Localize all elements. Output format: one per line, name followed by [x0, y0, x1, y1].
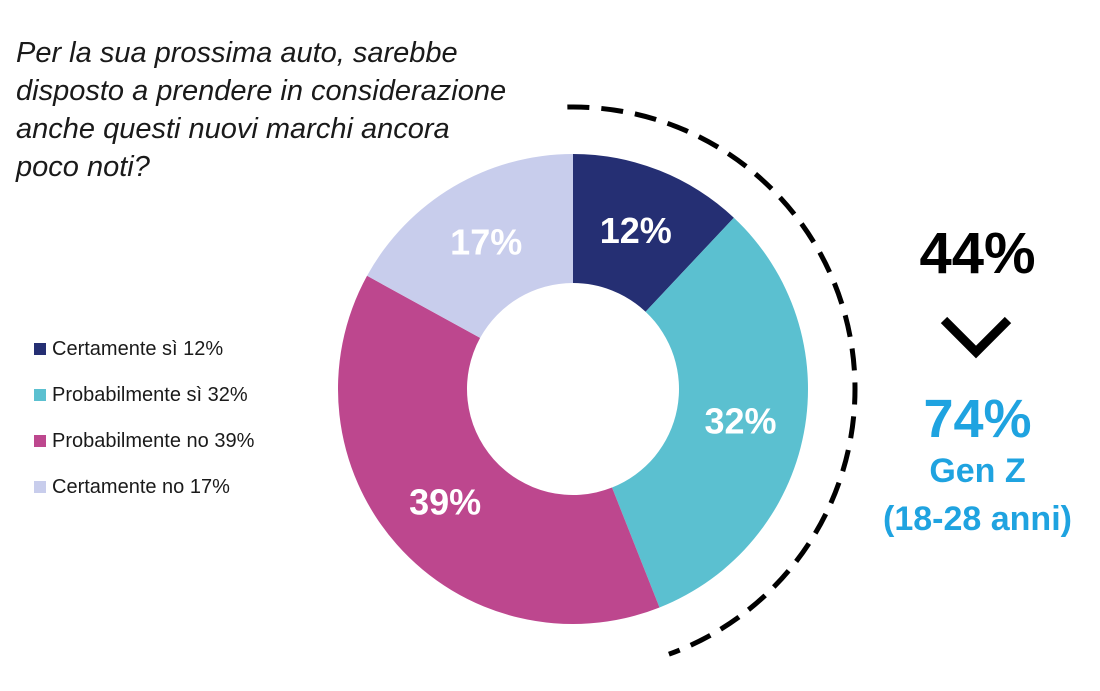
legend-item-probabilmente-si: Probabilmente sì 32% — [34, 372, 254, 418]
legend-swatch-probabilmente-si — [34, 389, 46, 401]
legend-label-certamente-si: Certamente sì 12% — [52, 337, 224, 360]
legend-item-certamente-no: Certamente no 17% — [34, 464, 254, 510]
slice-label-probabilmente-si: 32% — [704, 400, 776, 441]
legend-swatch-certamente-si — [34, 343, 46, 355]
slice-label-probabilmente-no: 39% — [409, 481, 481, 522]
legend-label-certamente-no: Certamente no 17% — [52, 475, 230, 498]
genz-percentage: 74% — [923, 389, 1032, 449]
legend-swatch-probabilmente-no — [34, 435, 46, 447]
chevron-down-icon — [940, 316, 1012, 359]
legend-item-certamente-si: Certamente sì 12% — [34, 326, 254, 372]
genz-label: Gen Z — [929, 452, 1026, 490]
slice-probabilmente-si — [612, 217, 809, 608]
chart-title: Per la sua prossima auto, sarebbe dispos… — [16, 37, 507, 183]
slice-label-certamente-si: 12% — [600, 210, 672, 251]
slice-label-certamente-no: 17% — [450, 222, 522, 263]
legend-label-probabilmente-si: Probabilmente sì 32% — [52, 383, 248, 406]
legend-item-probabilmente-no: Probabilmente no 39% — [34, 418, 254, 464]
genz-age-range: (18-28 anni) — [883, 500, 1072, 538]
slice-certamente-si — [573, 154, 734, 312]
total-percentage: 44% — [919, 221, 1036, 286]
legend: Certamente sì 12% Probabilmente sì 32% P… — [34, 326, 254, 510]
legend-label-probabilmente-no: Probabilmente no 39% — [52, 429, 255, 452]
slice-probabilmente-no — [337, 275, 660, 625]
legend-swatch-certamente-no — [34, 481, 46, 493]
slice-certamente-no — [367, 154, 573, 338]
yes-share-dashed-arc — [567, 104, 858, 657]
